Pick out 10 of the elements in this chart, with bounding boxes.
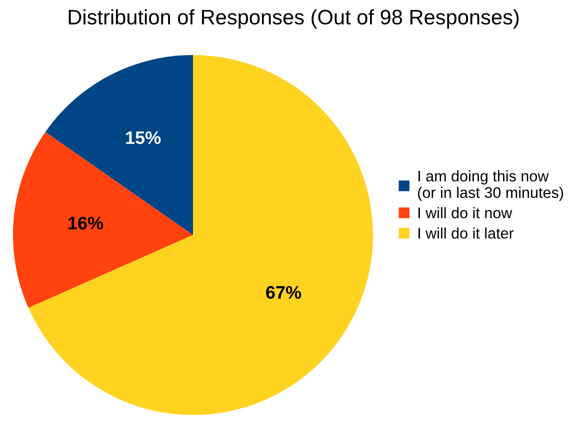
- chart-title: Distribution of Responses (Out of 98 Responses): [68, 9, 519, 29]
- data-label: 67%: [266, 286, 302, 299]
- pie-slice: [28, 55, 373, 415]
- legend-label: I will do it now: [418, 207, 512, 218]
- pie-slice: [13, 132, 193, 308]
- pie-slice: [45, 55, 193, 235]
- data-label: 16%: [68, 216, 104, 230]
- legend-label: I will do it later: [418, 227, 514, 239]
- legend-label: I am doing this now (or in last 30 minutes): [418, 170, 564, 201]
- data-label: 15%: [126, 131, 161, 144]
